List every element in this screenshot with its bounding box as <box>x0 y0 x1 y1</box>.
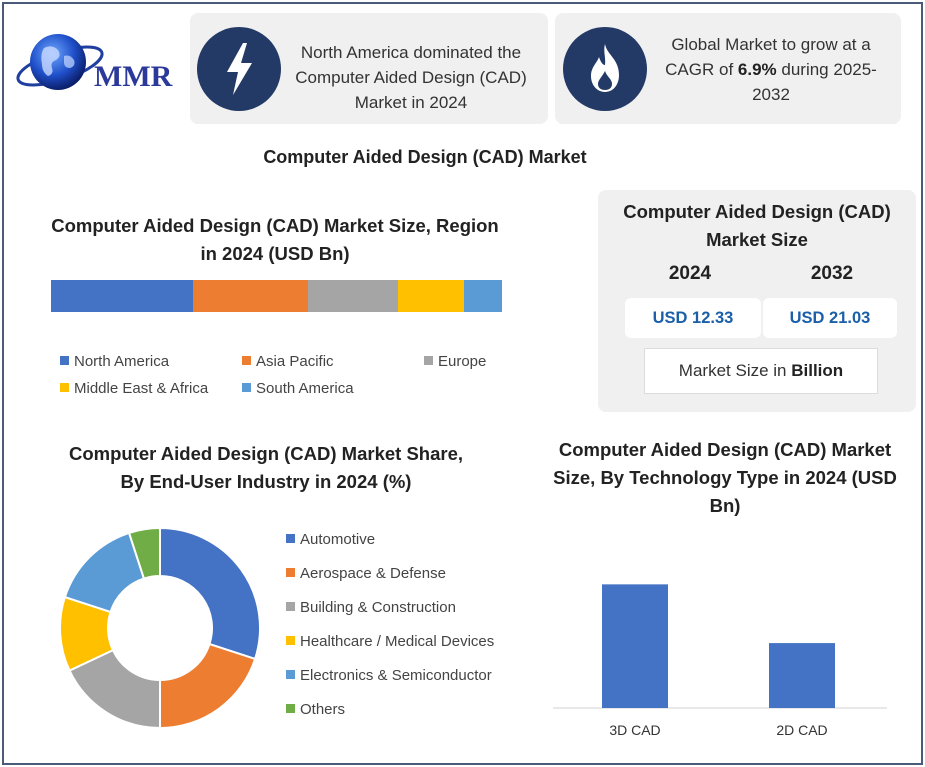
legend-swatch <box>242 356 251 365</box>
donut-slice-1 <box>159 642 257 730</box>
cagr-value: 6.9% <box>737 60 777 79</box>
legend-label: Europe <box>438 353 487 370</box>
region-bar-segment-4 <box>463 280 502 312</box>
donut-slice-5 <box>127 526 161 580</box>
donut-slice-0 <box>159 526 261 661</box>
end-user-legend-item: Others <box>286 701 345 718</box>
legend-label: Electronics & Semiconductor <box>300 667 492 684</box>
region-bar-segment-0 <box>51 280 194 312</box>
region-legend-item: North America <box>60 353 169 370</box>
region-legend-item: Middle East & Africa <box>60 380 208 397</box>
end-user-legend-item: Electronics & Semiconductor <box>286 667 492 684</box>
value-2024: USD 12.33 <box>625 298 761 338</box>
market-size-box: Computer Aided Design (CAD) Market Size … <box>598 190 916 412</box>
legend-swatch <box>60 356 69 365</box>
legend-label: Others <box>300 701 346 718</box>
share-chart-title: Computer Aided Design (CAD) Market Share… <box>68 443 464 492</box>
region-bar-segment-3 <box>398 280 464 312</box>
cagr-text: Global Market to grow at a CAGR of 6.9% … <box>665 35 877 104</box>
region-legend-item: Europe <box>424 353 486 370</box>
legend-swatch <box>424 356 433 365</box>
technology-bar-chart: 3D CAD 2D CAD <box>553 584 887 738</box>
region-bar-segment-1 <box>193 280 309 312</box>
legend-swatch <box>286 568 295 577</box>
legend-label: Automotive <box>300 531 376 548</box>
region-legend-item: South America <box>242 380 354 397</box>
mmr-logo: MMR <box>14 26 179 104</box>
legend-label: Asia Pacific <box>256 353 334 370</box>
region-legend-item: Asia Pacific <box>242 353 334 370</box>
end-user-donut-chart <box>59 526 261 730</box>
region-bar-segment-2 <box>308 280 399 312</box>
end-user-legend-item: Aerospace & Defense <box>286 565 446 582</box>
legend-swatch <box>286 636 295 645</box>
bar-2d-cad <box>769 643 835 708</box>
legend-swatch <box>242 383 251 392</box>
legend-swatch <box>286 602 295 611</box>
year-2024-label: 2024 <box>668 263 712 284</box>
legend-swatch <box>286 704 295 713</box>
logo-text: MMR <box>94 60 173 93</box>
unit-note: Market Size in Billion <box>644 348 878 394</box>
cagr-info-box: Global Market to grow at a CAGR of 6.9% … <box>555 13 901 124</box>
dominance-text: North America dominated the Computer Aid… <box>295 43 527 112</box>
dominance-info-box: North America dominated the Computer Aid… <box>190 13 548 124</box>
lightning-icon <box>197 27 281 111</box>
globe-icon <box>16 34 104 90</box>
flame-icon <box>563 27 647 111</box>
region-stacked-bar <box>51 280 502 312</box>
legend-label: South America <box>256 380 354 397</box>
year-2032-label: 2032 <box>810 263 854 284</box>
end-user-legend-item: Building & Construction <box>286 599 456 616</box>
x-tick-label: 2D CAD <box>776 722 827 738</box>
legend-swatch <box>286 670 295 679</box>
legend-label: North America <box>74 353 170 370</box>
page-title: Computer Aided Design (CAD) Market <box>263 147 587 167</box>
end-user-legend-item: Healthcare / Medical Devices <box>286 633 494 650</box>
market-size-title: Computer Aided Design (CAD) Market Size <box>623 201 891 250</box>
x-tick-label: 3D CAD <box>609 722 660 738</box>
legend-label: Aerospace & Defense <box>300 565 446 582</box>
legend-swatch <box>60 383 69 392</box>
legend-label: Building & Construction <box>300 599 456 616</box>
legend-label: Middle East & Africa <box>74 380 209 397</box>
legend-label: Healthcare / Medical Devices <box>300 633 495 650</box>
end-user-legend-item: Automotive <box>286 531 375 548</box>
value-2032: USD 21.03 <box>763 298 897 338</box>
tech-chart-title: Computer Aided Design (CAD) Market Size,… <box>553 439 897 516</box>
legend-swatch <box>286 534 295 543</box>
region-chart-title: Computer Aided Design (CAD) Market Size,… <box>51 215 499 264</box>
bar-3d-cad <box>602 584 668 708</box>
